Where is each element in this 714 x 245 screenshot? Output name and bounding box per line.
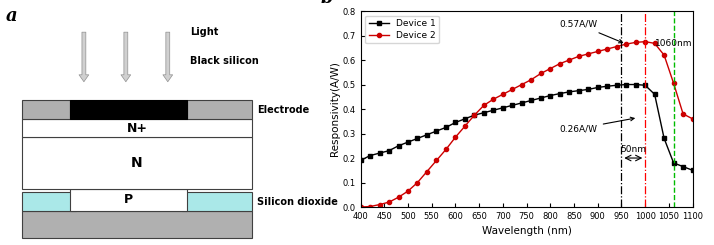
- Device 2: [518, 83, 526, 86]
- Device 1: [432, 130, 441, 133]
- Y-axis label: Responsivity(A/W): Responsivity(A/W): [330, 61, 340, 157]
- Device 2: [489, 98, 498, 101]
- Device 1: [669, 161, 678, 164]
- Device 2: [641, 40, 650, 43]
- Device 1: [451, 121, 460, 124]
- Bar: [22, 211, 251, 238]
- Text: Silicon dioxide: Silicon dioxide: [257, 197, 338, 207]
- Device 2: [498, 93, 507, 96]
- Device 2: [413, 181, 422, 184]
- Device 2: [536, 72, 545, 75]
- Device 1: [536, 97, 545, 99]
- Text: Light: Light: [190, 27, 218, 37]
- Device 1: [565, 90, 573, 93]
- Line: Device 1: Device 1: [358, 82, 695, 172]
- Device 2: [555, 62, 564, 65]
- Device 2: [546, 67, 555, 70]
- Device 1: [679, 165, 688, 168]
- Device 2: [613, 45, 621, 48]
- Device 1: [527, 99, 536, 102]
- Bar: [187, 100, 251, 119]
- Device 2: [366, 205, 374, 208]
- Text: 50nm: 50nm: [620, 145, 646, 154]
- Device 1: [470, 114, 478, 117]
- Text: a: a: [6, 7, 17, 25]
- X-axis label: Wavelength (nm): Wavelength (nm): [482, 226, 571, 236]
- Device 1: [394, 144, 403, 147]
- Device 2: [394, 196, 403, 199]
- Device 1: [498, 106, 507, 109]
- Device 2: [470, 114, 478, 117]
- Device 1: [575, 89, 583, 92]
- Device 2: [669, 82, 678, 85]
- Bar: [22, 137, 251, 189]
- Device 1: [613, 84, 621, 87]
- Device 2: [660, 54, 668, 57]
- Device 2: [376, 203, 384, 206]
- Device 1: [660, 137, 668, 140]
- Device 1: [413, 137, 422, 140]
- Device 2: [480, 104, 488, 107]
- Text: P: P: [124, 193, 134, 206]
- Device 1: [622, 83, 630, 86]
- Device 2: [442, 148, 451, 151]
- Text: Black silicon: Black silicon: [190, 56, 259, 66]
- Device 1: [403, 141, 412, 144]
- Bar: [70, 100, 187, 119]
- Device 2: [356, 206, 365, 208]
- Device 2: [631, 41, 640, 44]
- Text: N+: N+: [126, 122, 148, 135]
- Bar: [182, 192, 251, 211]
- Text: 0.26A/W: 0.26A/W: [560, 117, 634, 133]
- Device 2: [423, 170, 431, 173]
- Line: Device 2: Device 2: [358, 39, 695, 209]
- Device 1: [508, 104, 517, 107]
- Device 1: [376, 152, 384, 155]
- Device 2: [584, 52, 593, 55]
- Device 2: [385, 201, 393, 204]
- Text: Electrode: Electrode: [257, 105, 310, 115]
- Device 2: [461, 125, 469, 128]
- Device 1: [593, 86, 602, 89]
- Device 1: [546, 94, 555, 97]
- Device 1: [366, 154, 374, 157]
- Device 1: [555, 92, 564, 95]
- Text: N: N: [131, 156, 143, 170]
- Text: 1060nm: 1060nm: [655, 39, 693, 48]
- Device 1: [461, 117, 469, 120]
- Device 2: [603, 48, 611, 50]
- Device 1: [423, 133, 431, 136]
- Device 2: [508, 88, 517, 91]
- Legend: Device 1, Device 2: Device 1, Device 2: [365, 15, 439, 43]
- Device 1: [442, 126, 451, 129]
- Device 2: [403, 190, 412, 193]
- Device 1: [641, 84, 650, 87]
- Device 2: [593, 50, 602, 53]
- Device 1: [489, 109, 498, 112]
- Device 1: [356, 159, 365, 162]
- Device 1: [688, 169, 697, 172]
- Device 2: [575, 55, 583, 58]
- Bar: [22, 100, 70, 119]
- Text: 0.57A/W: 0.57A/W: [560, 20, 623, 43]
- Text: b: b: [321, 0, 333, 7]
- Device 2: [650, 42, 659, 45]
- Device 1: [584, 88, 593, 91]
- Device 2: [565, 59, 573, 61]
- Device 1: [603, 85, 611, 88]
- Device 1: [480, 111, 488, 114]
- Bar: [22, 119, 251, 137]
- Device 1: [518, 101, 526, 104]
- Device 2: [679, 112, 688, 115]
- Bar: [70, 189, 187, 211]
- Device 2: [432, 159, 441, 162]
- Device 1: [650, 93, 659, 96]
- Device 1: [385, 149, 393, 152]
- Device 2: [451, 136, 460, 139]
- Device 1: [631, 83, 640, 86]
- Device 2: [527, 78, 536, 81]
- Bar: [22, 192, 76, 211]
- Device 2: [622, 43, 630, 46]
- Device 2: [688, 117, 697, 120]
